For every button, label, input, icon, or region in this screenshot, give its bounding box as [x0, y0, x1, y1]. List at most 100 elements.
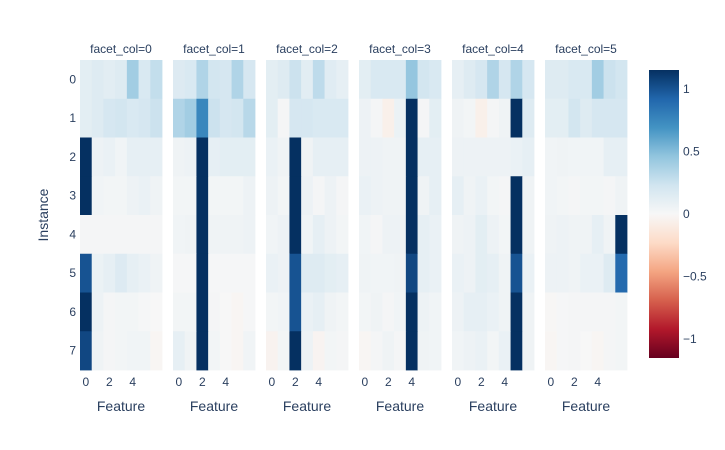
heatmap-cell[interactable]	[568, 60, 581, 100]
heatmap-cell[interactable]	[196, 60, 209, 100]
heatmap-cell[interactable]	[603, 137, 616, 177]
heatmap-cell[interactable]	[208, 137, 221, 177]
heatmap-cell[interactable]	[359, 331, 372, 371]
heatmap-cell[interactable]	[510, 176, 523, 216]
heatmap-cell[interactable]	[580, 98, 593, 138]
heatmap-cell[interactable]	[138, 98, 151, 138]
heatmap-cell[interactable]	[184, 331, 197, 371]
heatmap-cell[interactable]	[173, 292, 186, 332]
heatmap-cell[interactable]	[289, 176, 302, 216]
heatmap-cell[interactable]	[487, 253, 500, 293]
heatmap-cell[interactable]	[312, 60, 325, 100]
heatmap-cell[interactable]	[429, 98, 442, 138]
heatmap-cell[interactable]	[312, 215, 325, 255]
heatmap-cell[interactable]	[115, 215, 128, 255]
heatmap-cell[interactable]	[510, 292, 523, 332]
heatmap-cell[interactable]	[382, 176, 395, 216]
heatmap-cell[interactable]	[556, 176, 569, 216]
heatmap-cell[interactable]	[277, 137, 290, 177]
heatmap-cell[interactable]	[138, 137, 151, 177]
heatmap-cell[interactable]	[115, 253, 128, 293]
heatmap-cell[interactable]	[208, 215, 221, 255]
heatmap-cell[interactable]	[498, 331, 511, 371]
heatmap-cell[interactable]	[522, 60, 535, 100]
heatmap-cell[interactable]	[475, 137, 488, 177]
heatmap-cell[interactable]	[545, 292, 558, 332]
heatmap-cell[interactable]	[370, 176, 383, 216]
heatmap-cell[interactable]	[312, 176, 325, 216]
heatmap-cell[interactable]	[243, 253, 256, 293]
heatmap-cell[interactable]	[150, 331, 163, 371]
heatmap-cell[interactable]	[277, 98, 290, 138]
heatmap-cell[interactable]	[208, 60, 221, 100]
heatmap-cell[interactable]	[615, 331, 628, 371]
heatmap-cell[interactable]	[91, 98, 104, 138]
heatmap-cell[interactable]	[150, 215, 163, 255]
heatmap-cell[interactable]	[266, 98, 279, 138]
heatmap-cell[interactable]	[359, 253, 372, 293]
heatmap-cell[interactable]	[138, 253, 151, 293]
heatmap-cell[interactable]	[312, 331, 325, 371]
heatmap-cell[interactable]	[196, 98, 209, 138]
heatmap-cell[interactable]	[417, 331, 430, 371]
heatmap-cell[interactable]	[324, 60, 337, 100]
heatmap-cell[interactable]	[487, 215, 500, 255]
heatmap-cell[interactable]	[394, 137, 407, 177]
heatmap-cell[interactable]	[91, 331, 104, 371]
heatmap-cell[interactable]	[615, 215, 628, 255]
heatmap-cell[interactable]	[359, 98, 372, 138]
heatmap-cell[interactable]	[370, 253, 383, 293]
heatmap-cell[interactable]	[173, 60, 186, 100]
heatmap-cell[interactable]	[289, 137, 302, 177]
heatmap-cell[interactable]	[231, 60, 244, 100]
heatmap-cell[interactable]	[243, 215, 256, 255]
heatmap-cell[interactable]	[545, 331, 558, 371]
heatmap-cell[interactable]	[417, 98, 430, 138]
heatmap-cell[interactable]	[545, 60, 558, 100]
heatmap-cell[interactable]	[429, 253, 442, 293]
heatmap-cell[interactable]	[138, 176, 151, 216]
heatmap-cell[interactable]	[591, 60, 604, 100]
heatmap-cell[interactable]	[603, 215, 616, 255]
heatmap-cell[interactable]	[301, 331, 314, 371]
heatmap-cell[interactable]	[498, 176, 511, 216]
heatmap-cell[interactable]	[417, 176, 430, 216]
heatmap-cell[interactable]	[184, 176, 197, 216]
heatmap-cell[interactable]	[417, 137, 430, 177]
heatmap-cell[interactable]	[266, 331, 279, 371]
heatmap-cell[interactable]	[463, 98, 476, 138]
heatmap-cell[interactable]	[103, 137, 116, 177]
heatmap-cell[interactable]	[266, 215, 279, 255]
heatmap-cell[interactable]	[266, 292, 279, 332]
heatmap-cell[interactable]	[150, 60, 163, 100]
heatmap-cell[interactable]	[463, 176, 476, 216]
heatmap-cell[interactable]	[510, 331, 523, 371]
heatmap-cell[interactable]	[545, 215, 558, 255]
heatmap-cell[interactable]	[603, 98, 616, 138]
heatmap-cell[interactable]	[80, 331, 93, 371]
heatmap-cell[interactable]	[289, 215, 302, 255]
heatmap-cell[interactable]	[289, 253, 302, 293]
heatmap-cell[interactable]	[405, 137, 418, 177]
heatmap-cell[interactable]	[231, 292, 244, 332]
heatmap-cell[interactable]	[463, 60, 476, 100]
heatmap-cell[interactable]	[219, 98, 232, 138]
heatmap-cell[interactable]	[429, 215, 442, 255]
heatmap-cell[interactable]	[103, 176, 116, 216]
heatmap-cell[interactable]	[80, 292, 93, 332]
heatmap-cell[interactable]	[452, 331, 465, 371]
heatmap-cell[interactable]	[359, 137, 372, 177]
heatmap-cell[interactable]	[289, 292, 302, 332]
heatmap-cell[interactable]	[80, 176, 93, 216]
heatmap-cell[interactable]	[463, 292, 476, 332]
heatmap-cell[interactable]	[150, 98, 163, 138]
heatmap-cell[interactable]	[266, 60, 279, 100]
heatmap-cell[interactable]	[231, 253, 244, 293]
heatmap-cell[interactable]	[219, 331, 232, 371]
heatmap-cell[interactable]	[475, 331, 488, 371]
heatmap-cell[interactable]	[475, 215, 488, 255]
heatmap-cell[interactable]	[498, 60, 511, 100]
heatmap-cell[interactable]	[498, 98, 511, 138]
heatmap-cell[interactable]	[475, 253, 488, 293]
heatmap-cell[interactable]	[80, 60, 93, 100]
